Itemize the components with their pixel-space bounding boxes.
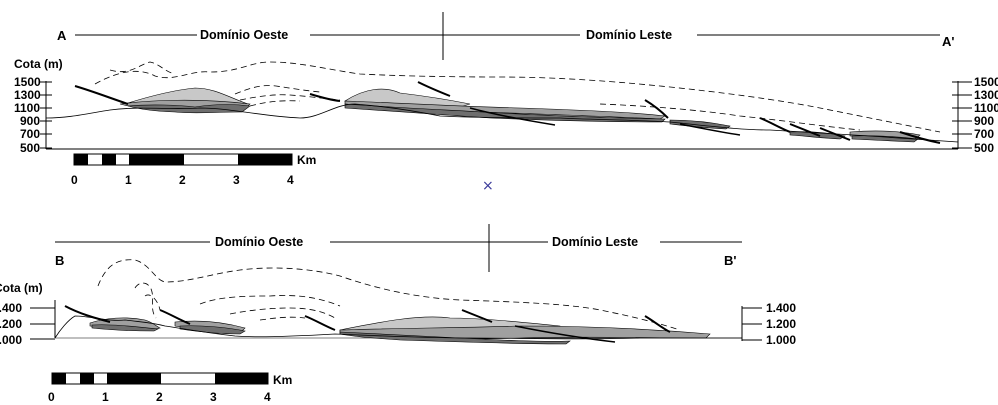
section-b-topography bbox=[54, 315, 742, 340]
scale-tick-label: 3 bbox=[210, 390, 217, 404]
section-a: A Domínio Oeste Domínio Leste A' Cota (m… bbox=[14, 12, 998, 187]
tick-label: 1.000 bbox=[766, 333, 796, 347]
dashed-trace bbox=[199, 295, 341, 307]
section-b-start-label: B bbox=[55, 253, 64, 268]
dashed-trace bbox=[249, 100, 301, 107]
dark-gray-body bbox=[179, 325, 246, 335]
dashed-trace bbox=[97, 259, 681, 331]
scale-tick-label: 2 bbox=[179, 173, 186, 187]
thrust-fault bbox=[417, 81, 451, 97]
thrust-fault bbox=[819, 127, 851, 141]
scale-segment bbox=[52, 373, 66, 384]
scale-unit: Km bbox=[297, 153, 316, 167]
dark-gray-body bbox=[851, 135, 919, 143]
section-b-east-domain: Domínio Leste bbox=[552, 235, 638, 249]
tick-label: 500 bbox=[20, 141, 40, 155]
scale-segment bbox=[107, 373, 161, 384]
scale-tick-label: 0 bbox=[71, 173, 78, 187]
thrust-fault bbox=[679, 123, 741, 136]
section-a-topography bbox=[45, 103, 959, 143]
thrust-fault bbox=[159, 309, 191, 325]
scale-tick-label: 4 bbox=[287, 173, 294, 187]
scale-tick-label: 0 bbox=[48, 390, 55, 404]
dashed-trace bbox=[259, 316, 306, 321]
section-a-thrust-faults bbox=[74, 81, 941, 144]
thrust-fault bbox=[64, 305, 111, 323]
tick-label: 1100 bbox=[974, 101, 998, 115]
scale-segment bbox=[80, 373, 94, 384]
thrust-fault bbox=[461, 309, 493, 323]
thrust-fault bbox=[789, 123, 821, 137]
section-a-header: A Domínio Oeste Domínio Leste A' bbox=[57, 12, 954, 60]
tick-label: 1300 bbox=[14, 88, 41, 102]
scale-segment bbox=[129, 154, 184, 165]
section-a-scale-bar: Km 0 1 2 3 4 bbox=[71, 153, 316, 187]
elevation-title: Cota (m) bbox=[0, 281, 43, 295]
scale-tick-label: 4 bbox=[264, 390, 271, 404]
elevation-title: Cota (m) bbox=[14, 57, 63, 71]
tick-label: 1.000 bbox=[0, 333, 22, 347]
tick-label: 1.400 bbox=[766, 301, 796, 315]
dashed-trace bbox=[229, 307, 336, 319]
tick-label: 1500 bbox=[14, 75, 41, 89]
thrust-fault bbox=[74, 85, 129, 105]
tick-label: 1300 bbox=[974, 88, 998, 102]
section-b-dashed-traces bbox=[97, 259, 681, 331]
dashed-trace bbox=[599, 103, 861, 131]
tick-label: 900 bbox=[20, 114, 40, 128]
scale-tick-label: 2 bbox=[156, 390, 163, 404]
tick-label: 500 bbox=[974, 141, 994, 155]
tick-label: 1.200 bbox=[766, 317, 796, 331]
thrust-fault bbox=[644, 99, 669, 119]
section-b-scale-bar: Km 0 1 2 3 4 bbox=[48, 372, 292, 404]
tick-label: 700 bbox=[20, 127, 40, 141]
dashed-trace bbox=[109, 61, 176, 75]
section-b-thrust-faults bbox=[64, 305, 671, 343]
thrust-fault bbox=[899, 131, 941, 144]
tick-label: 1500 bbox=[974, 75, 998, 89]
tick-label: 700 bbox=[974, 127, 994, 141]
tick-label: 1.200 bbox=[0, 317, 22, 331]
section-b-left-axis: Cota (m) 1.400 1.200 1.000 bbox=[0, 281, 56, 347]
section-a-west-domain: Domínio Oeste bbox=[200, 28, 288, 42]
section-b-west-domain: Domínio Oeste bbox=[215, 235, 303, 249]
thrust-fault bbox=[514, 325, 616, 343]
thrust-fault bbox=[304, 315, 336, 331]
scale-segment bbox=[102, 154, 116, 165]
scale-tick-label: 1 bbox=[125, 173, 132, 187]
tick-label: 1.400 bbox=[0, 301, 22, 315]
thrust-fault bbox=[759, 117, 791, 133]
thrust-fault bbox=[644, 315, 671, 333]
section-b-header: Domínio Oeste Domínio Leste B B' bbox=[55, 224, 742, 272]
scale-tick-label: 1 bbox=[102, 390, 109, 404]
dashed-trace bbox=[234, 85, 321, 95]
section-a-east-domain: Domínio Leste bbox=[586, 28, 672, 42]
cross-marker: × bbox=[482, 178, 494, 194]
dashed-trace bbox=[134, 282, 157, 319]
section-a-right-axis: 1500 1300 1100 900 700 500 bbox=[952, 75, 998, 155]
scale-segment bbox=[238, 154, 292, 165]
section-b: Domínio Oeste Domínio Leste B B' Cota (m… bbox=[0, 224, 796, 404]
dark-gray-body bbox=[344, 103, 666, 123]
dashed-trace bbox=[144, 294, 161, 311]
dark-gray-body bbox=[91, 324, 160, 332]
section-a-start-label: A bbox=[57, 28, 67, 43]
section-a-end-label: A' bbox=[942, 34, 954, 49]
dashed-trace bbox=[94, 61, 941, 133]
section-a-left-axis: Cota (m) 1500 1300 1100 900 700 500 bbox=[14, 57, 63, 155]
scale-segment bbox=[74, 154, 88, 165]
tick-label: 1100 bbox=[14, 101, 40, 115]
section-a-geologic-bodies bbox=[119, 87, 921, 143]
section-b-right-axis: 1.400 1.200 1.000 bbox=[741, 301, 796, 347]
thrust-fault bbox=[309, 93, 341, 102]
tick-label: 900 bbox=[974, 114, 994, 128]
scale-segment bbox=[215, 373, 268, 384]
scale-unit: Km bbox=[273, 373, 292, 387]
section-b-geologic-bodies bbox=[89, 316, 711, 345]
scale-tick-label: 3 bbox=[233, 173, 240, 187]
thrust-fault bbox=[469, 107, 556, 126]
section-b-end-label: B' bbox=[724, 253, 736, 268]
